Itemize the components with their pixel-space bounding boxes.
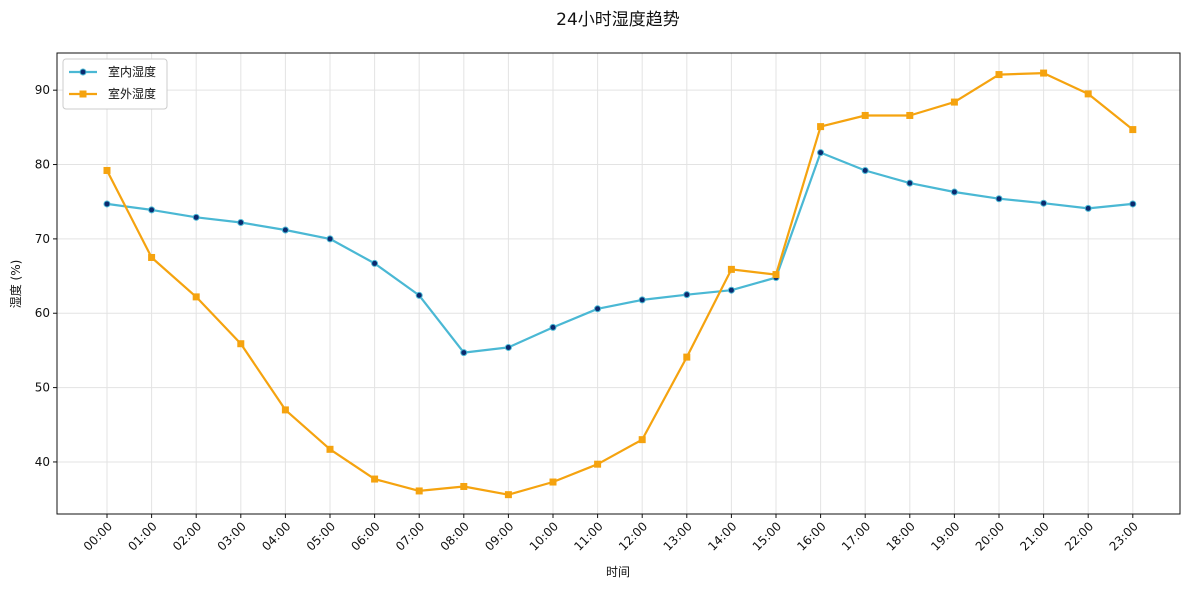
x-tick-label: 06:00 [348,519,382,553]
data-point [237,340,245,348]
x-tick-label: 08:00 [438,519,472,553]
y-tick-label: 90 [35,83,50,97]
data-point [1040,199,1048,207]
data-point [772,271,780,279]
data-point [415,487,423,495]
data-point [727,265,735,273]
x-tick-label: 14:00 [705,519,739,553]
series-line [106,71,1134,496]
axis-layer: 00:00 01:00 02:00 03:00 04:00 05:00 06:00 07:00… [35,83,1141,553]
data-point [549,323,557,331]
data-point [103,200,111,208]
data-point [995,195,1003,203]
y-tick-label: 60 [35,306,50,320]
data-point [1084,204,1092,212]
legend-marker [79,90,87,98]
y-axis-label: 湿度 (%) [8,260,23,309]
x-tick-label: 00:00 [81,519,115,553]
data-point [549,478,557,486]
legend-label: 室外湿度 [108,86,156,101]
data-point [415,291,423,299]
data-point [950,98,958,106]
data-point [460,349,468,357]
data-point [1129,126,1137,134]
y-tick-label: 80 [35,158,50,172]
data-point [995,71,1003,79]
x-tick-label: 02:00 [170,519,204,553]
data-point [192,293,200,301]
data-point [1129,200,1137,208]
x-tick-label: 23:00 [1107,519,1141,553]
series-1 [103,149,1137,357]
legend-entry: 室外湿度 [69,86,156,101]
x-tick-label: 16:00 [794,519,828,553]
data-point [906,111,914,119]
x-tick-label: 19:00 [928,519,962,553]
data-point [326,445,334,453]
x-tick-label: 17:00 [839,519,873,553]
data-point [594,305,602,313]
y-tick-label: 50 [35,381,50,395]
x-tick-label: 12:00 [616,519,650,553]
data-point [281,226,289,234]
x-tick-label: 11:00 [571,519,605,553]
series-line [106,151,1133,354]
data-point [371,475,379,483]
x-tick-label: 21:00 [1017,519,1051,553]
x-tick-label: 10:00 [527,519,561,553]
x-tick-label: 20:00 [973,519,1007,553]
grid-layer [57,53,1180,514]
legend-marker [79,68,87,76]
data-point [817,123,825,131]
x-axis-label: 时间 [606,565,630,579]
data-point [326,235,334,243]
x-tick-label: 07:00 [393,519,427,553]
data-point [906,179,914,187]
data-point [683,291,691,299]
data-point [504,491,512,499]
data-point [1084,90,1092,98]
y-tick-label: 40 [35,455,50,469]
chart-title: 24小时湿度趋势 [556,10,680,30]
x-tick-label: 03:00 [215,519,249,553]
x-tick-label: 01:00 [125,519,159,553]
x-tick-label: 13:00 [661,519,695,553]
data-point [237,219,245,227]
legend-entry: 室内湿度 [69,64,156,79]
plot-frame [56,52,1181,515]
x-tick-label: 18:00 [884,519,918,553]
series-2 [103,69,1137,499]
data-point [638,296,646,304]
data-point [861,111,869,119]
data-point [727,286,735,294]
x-tick-label: 15:00 [750,519,784,553]
data-point [148,206,156,214]
x-tick-label: 05:00 [304,519,338,553]
y-tick-label: 70 [35,232,50,246]
data-point [1040,69,1048,77]
x-tick-label: 22:00 [1062,519,1096,553]
data-point [281,406,289,414]
data-point [950,188,958,196]
data-point [504,343,512,351]
data-point [103,166,111,174]
data-point [460,482,468,490]
data-point [817,149,825,157]
data-point [638,436,646,444]
x-tick-label: 09:00 [482,519,516,553]
series-layer [103,69,1137,499]
legend-label: 室内湿度 [108,64,156,79]
data-point [683,353,691,361]
x-tick-label: 04:00 [259,519,293,553]
data-point [148,253,156,261]
data-point [371,259,379,267]
data-point [594,460,602,468]
data-point [861,166,869,174]
data-point [192,213,200,221]
